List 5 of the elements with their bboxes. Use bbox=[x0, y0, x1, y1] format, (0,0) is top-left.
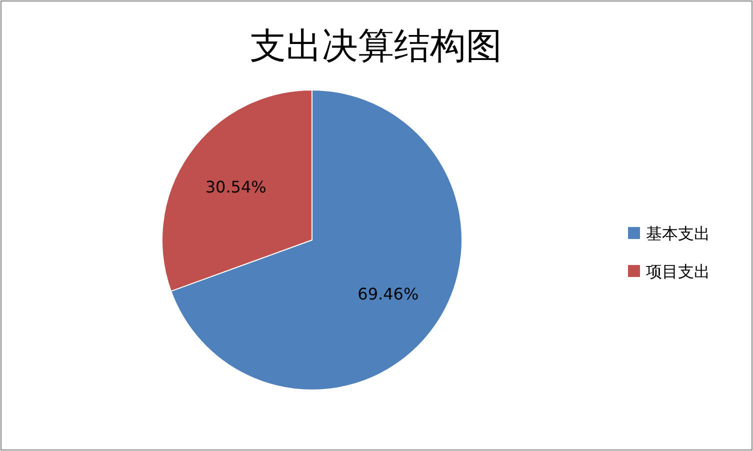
data-label: 30.54% bbox=[205, 178, 266, 197]
chart-title: 支出决算结构图 bbox=[250, 26, 502, 67]
legend-label: 基本支出 bbox=[646, 224, 710, 243]
data-label: 69.46% bbox=[358, 284, 419, 304]
legend-label: 项目支出 bbox=[646, 262, 710, 281]
